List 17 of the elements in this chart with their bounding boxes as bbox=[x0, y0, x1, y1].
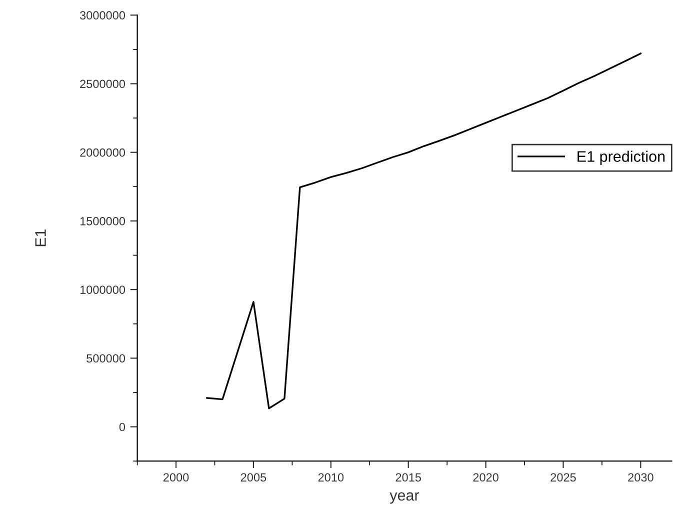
x-axis-title: year bbox=[390, 492, 420, 504]
y-tick-label: 3000000 bbox=[80, 11, 126, 20]
y-tick-label: 1000000 bbox=[80, 286, 126, 294]
y-tick-label: 500000 bbox=[86, 354, 126, 363]
y-tick-label: 2500000 bbox=[80, 80, 126, 88]
x-tick-label: 2010 bbox=[318, 473, 344, 482]
y-tick-label: 0 bbox=[119, 422, 126, 432]
y-axis-title: E1 bbox=[35, 230, 46, 246]
x-tick-label: 2025 bbox=[550, 473, 576, 482]
x-tick-label: 2005 bbox=[240, 473, 266, 482]
x-tick-label: 2030 bbox=[628, 473, 654, 482]
legend-label: E1 prediction bbox=[578, 150, 665, 165]
y-tick-label: 2000000 bbox=[80, 148, 126, 157]
x-tick-label: 2020 bbox=[473, 473, 498, 482]
x-tick-label: 2000 bbox=[163, 473, 189, 482]
x-tick-label: 2015 bbox=[396, 473, 421, 482]
y-tick-label: 1500000 bbox=[80, 216, 126, 226]
